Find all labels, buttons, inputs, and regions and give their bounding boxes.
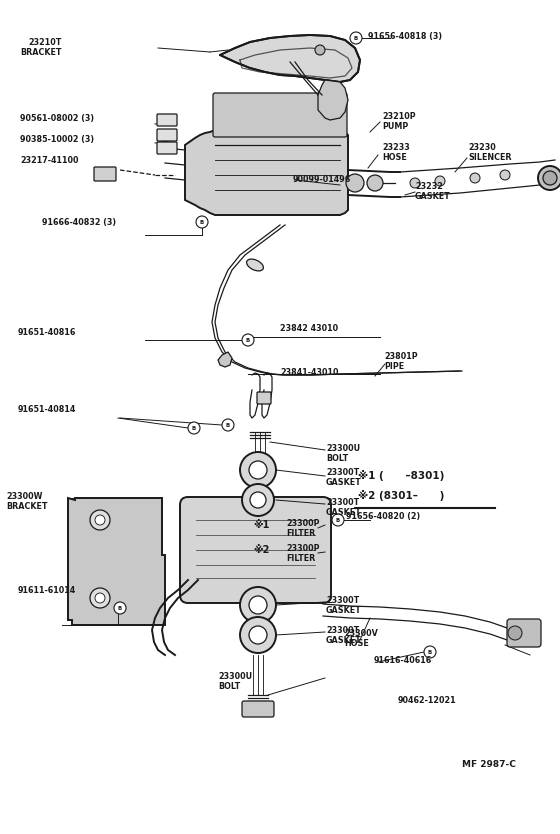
Circle shape xyxy=(332,514,344,526)
Circle shape xyxy=(240,617,276,653)
Text: 90462-12021: 90462-12021 xyxy=(398,696,456,705)
Text: ※2: ※2 xyxy=(253,545,269,555)
Text: 23300T
GASKET: 23300T GASKET xyxy=(326,626,362,646)
Ellipse shape xyxy=(246,259,263,271)
FancyBboxPatch shape xyxy=(257,392,271,404)
Text: 91616-40616: 91616-40616 xyxy=(374,656,432,665)
Text: 90561-08002 (3): 90561-08002 (3) xyxy=(20,114,94,123)
FancyBboxPatch shape xyxy=(157,114,177,126)
Text: 23300P
FILTER: 23300P FILTER xyxy=(286,519,320,539)
Circle shape xyxy=(222,419,234,431)
Circle shape xyxy=(249,461,267,479)
Text: B: B xyxy=(428,650,432,655)
Circle shape xyxy=(242,334,254,346)
Circle shape xyxy=(90,588,110,608)
Circle shape xyxy=(538,166,560,190)
Text: B: B xyxy=(354,36,358,41)
Text: B: B xyxy=(336,518,340,522)
Circle shape xyxy=(470,173,480,183)
Text: 23841-43010: 23841-43010 xyxy=(280,368,338,377)
Circle shape xyxy=(95,515,105,525)
Circle shape xyxy=(196,216,208,228)
Circle shape xyxy=(242,484,274,516)
Text: ※1 (      –8301): ※1 ( –8301) xyxy=(358,470,445,481)
Circle shape xyxy=(315,45,325,55)
Text: 23300P
FILTER: 23300P FILTER xyxy=(286,544,320,564)
Text: 23801P
PIPE: 23801P PIPE xyxy=(384,352,418,371)
Text: 23300V
HOSE: 23300V HOSE xyxy=(344,629,378,648)
Circle shape xyxy=(435,176,445,186)
Text: 23232
GASKET: 23232 GASKET xyxy=(415,182,451,201)
Text: MF 2987-C: MF 2987-C xyxy=(462,760,516,769)
Text: ※1: ※1 xyxy=(253,520,269,530)
Text: 23300U
BOLT: 23300U BOLT xyxy=(218,672,252,691)
Polygon shape xyxy=(218,352,232,367)
Text: 23300T
GASKET: 23300T GASKET xyxy=(326,596,362,615)
Circle shape xyxy=(424,646,436,658)
Circle shape xyxy=(240,587,276,623)
Text: 91656-40818 (3): 91656-40818 (3) xyxy=(368,32,442,41)
FancyBboxPatch shape xyxy=(180,497,331,603)
Text: 23300T
GASKET: 23300T GASKET xyxy=(326,468,362,487)
Circle shape xyxy=(500,170,510,180)
Circle shape xyxy=(250,492,266,508)
Text: B: B xyxy=(192,425,196,430)
FancyBboxPatch shape xyxy=(213,93,347,137)
Text: 23300U
BOLT: 23300U BOLT xyxy=(326,444,360,464)
Text: 90099-01496: 90099-01496 xyxy=(293,175,351,184)
Circle shape xyxy=(350,32,362,44)
Text: B: B xyxy=(200,219,204,224)
Circle shape xyxy=(240,452,276,488)
Text: 91651-40816: 91651-40816 xyxy=(18,328,76,337)
Text: 91611-61014: 91611-61014 xyxy=(18,586,76,595)
FancyBboxPatch shape xyxy=(157,129,177,141)
Circle shape xyxy=(188,422,200,434)
FancyBboxPatch shape xyxy=(157,142,177,154)
Text: B: B xyxy=(246,338,250,343)
Circle shape xyxy=(508,626,522,640)
Text: 23300T
GASKET: 23300T GASKET xyxy=(326,498,362,517)
Circle shape xyxy=(249,596,267,614)
Polygon shape xyxy=(185,130,348,215)
Polygon shape xyxy=(68,498,165,625)
Text: B: B xyxy=(226,423,230,428)
Text: 23300W
BRACKET: 23300W BRACKET xyxy=(6,492,48,511)
Circle shape xyxy=(543,171,557,185)
FancyBboxPatch shape xyxy=(242,701,274,717)
Text: 91651-40814: 91651-40814 xyxy=(18,405,76,414)
Text: B: B xyxy=(118,605,122,610)
Circle shape xyxy=(249,626,267,644)
Circle shape xyxy=(114,602,126,614)
Circle shape xyxy=(90,510,110,530)
Text: 23233
HOSE: 23233 HOSE xyxy=(382,143,410,163)
Text: 23210T
BRACKET: 23210T BRACKET xyxy=(21,38,62,58)
Circle shape xyxy=(346,174,364,192)
Text: ※2 (8301–      ): ※2 (8301– ) xyxy=(358,490,445,501)
Circle shape xyxy=(410,178,420,188)
Text: 23217-41100: 23217-41100 xyxy=(20,156,78,165)
Polygon shape xyxy=(318,80,348,120)
Circle shape xyxy=(367,175,383,191)
Circle shape xyxy=(95,593,105,603)
Text: 23210P
PUMP: 23210P PUMP xyxy=(382,112,416,132)
Polygon shape xyxy=(220,35,360,82)
FancyBboxPatch shape xyxy=(507,619,541,647)
Text: 23230
SILENCER: 23230 SILENCER xyxy=(468,143,511,163)
Text: 90385-10002 (3): 90385-10002 (3) xyxy=(20,135,94,144)
FancyBboxPatch shape xyxy=(94,167,116,181)
Text: 91666-40832 (3): 91666-40832 (3) xyxy=(42,218,116,227)
Text: 91656-40820 (2): 91656-40820 (2) xyxy=(346,512,420,521)
Text: 23842 43010: 23842 43010 xyxy=(280,324,338,333)
